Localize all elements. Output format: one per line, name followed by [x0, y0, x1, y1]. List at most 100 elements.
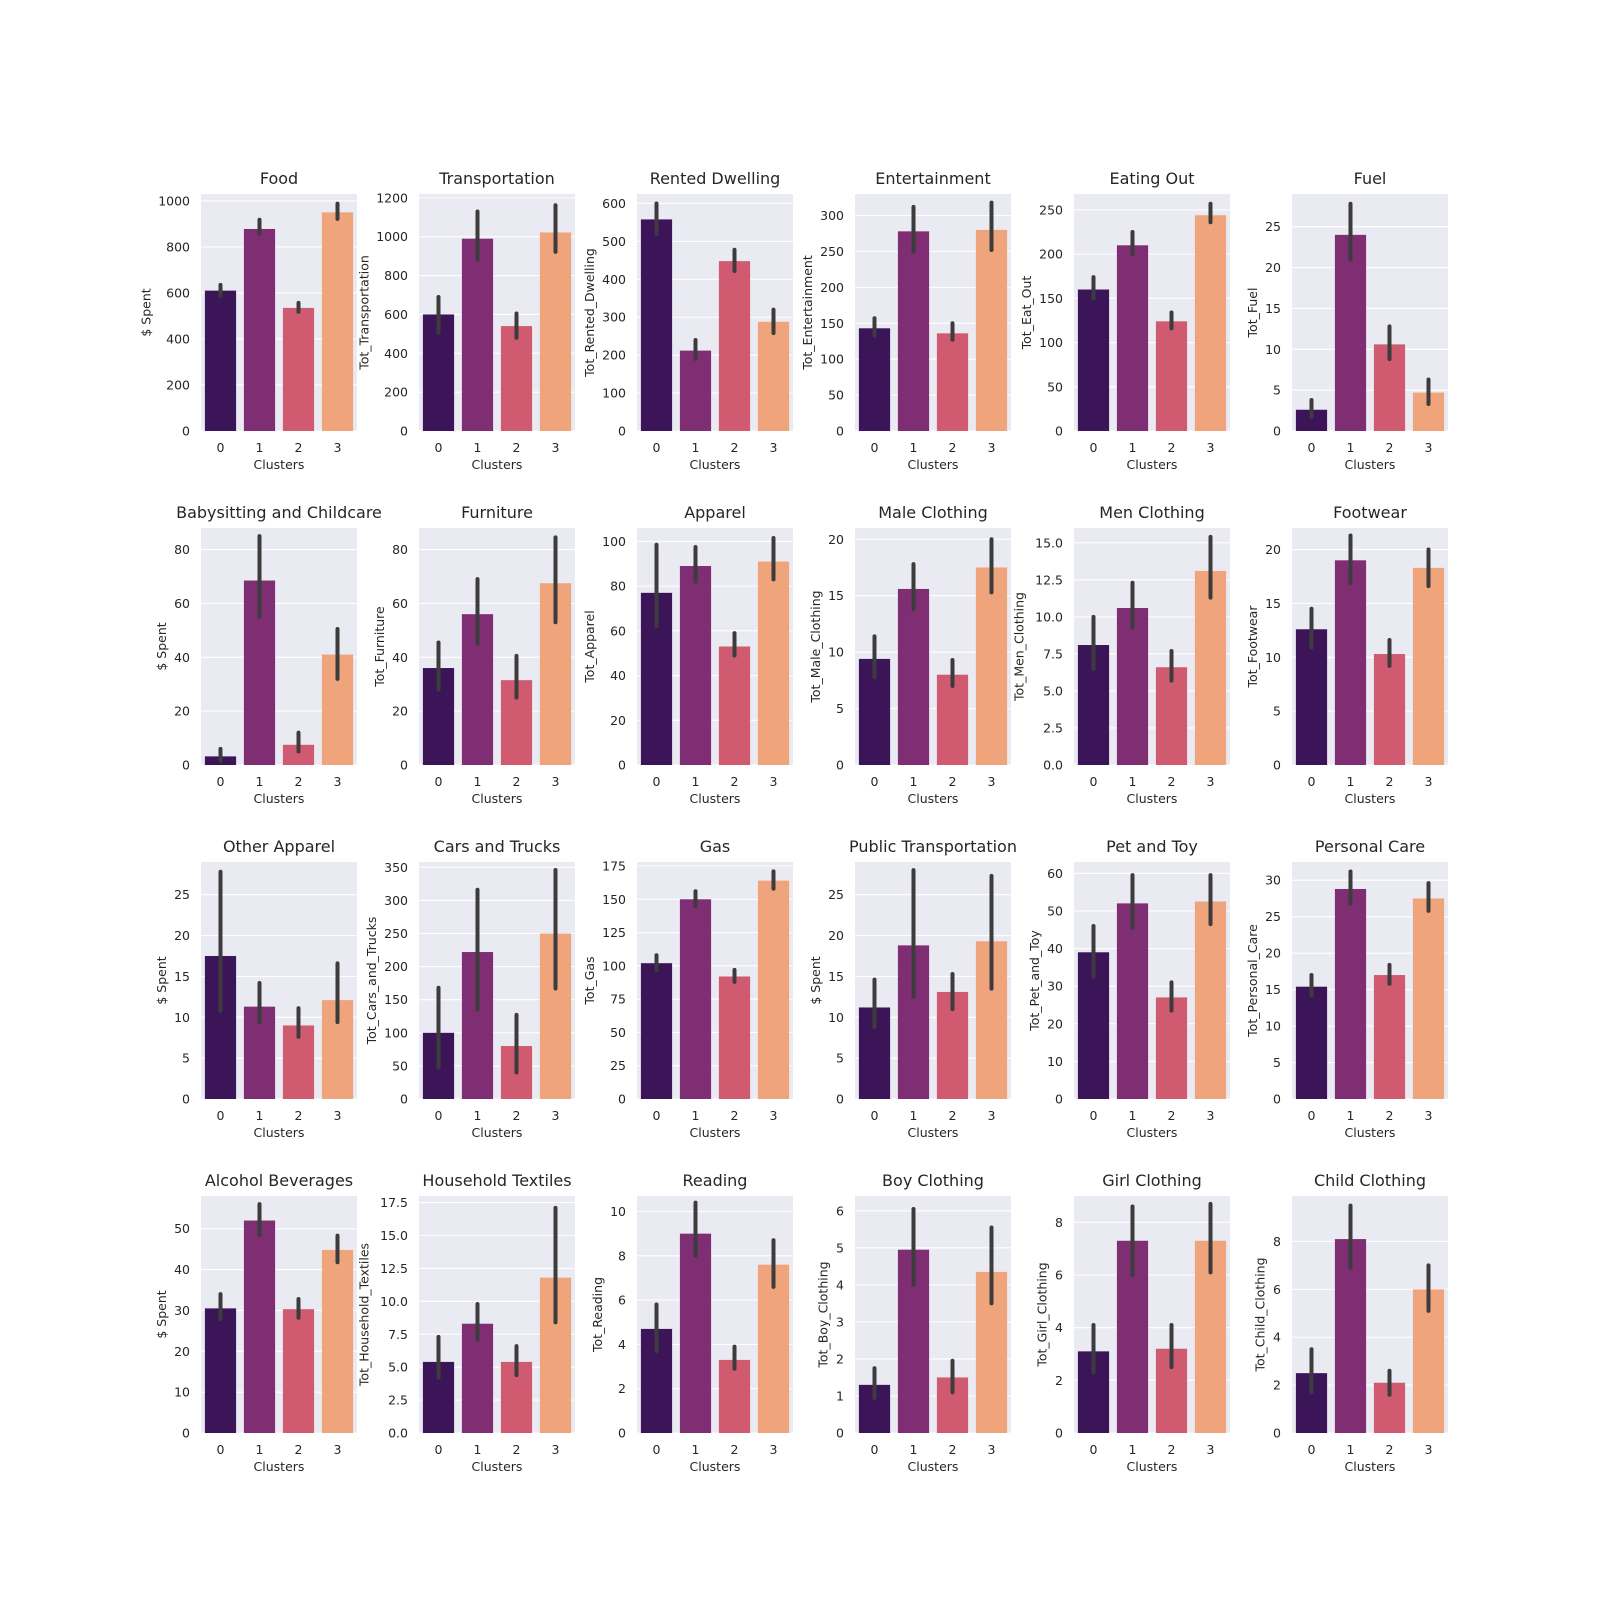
- bar: [1334, 234, 1367, 431]
- y-tick-label: 80: [174, 542, 190, 557]
- bar: [757, 1264, 790, 1433]
- x-tick-label: 2: [731, 440, 739, 455]
- x-tick-label: 3: [334, 1108, 342, 1123]
- x-tick-label: 2: [731, 774, 739, 789]
- x-axis-label: Clusters: [1127, 1459, 1178, 1474]
- x-tick-label: 1: [474, 774, 482, 789]
- bar: [757, 321, 790, 431]
- x-tick-label: 2: [731, 1108, 739, 1123]
- x-tick-label: 3: [770, 774, 778, 789]
- bar: [321, 1249, 354, 1433]
- subplot: 0 200 400 600 800 1000 0 1 2 3 Clusters $ Spent Food: [139, 169, 357, 472]
- subplot: 0 2 4 6 8 10 0 1 2 3 Clusters Tot_Reading Reading: [590, 1171, 793, 1474]
- y-tick-label: 2: [1273, 1378, 1281, 1393]
- y-tick-label: 6: [1273, 1282, 1281, 1297]
- subplot-title: Cars and Trucks: [434, 837, 561, 856]
- subplot: 0 1 2 3 4 5 6 0 1 2 3 Clusters Tot_Boy_Clothing Boy C…: [815, 1171, 1011, 1474]
- bar: [1194, 570, 1227, 765]
- subplot: 0 10 20 30 40 50 0 1 2 3 Clusters $ Spent Alcohol Be…: [154, 1171, 357, 1474]
- x-tick-label: 0: [653, 440, 661, 455]
- y-tick-label: 40: [1047, 941, 1063, 956]
- y-tick-label: 175: [602, 858, 626, 873]
- x-tick-label: 1: [692, 1442, 700, 1457]
- x-tick-label: 3: [770, 1442, 778, 1457]
- bar: [1155, 997, 1188, 1099]
- x-tick-label: 0: [653, 1108, 661, 1123]
- bar: [897, 588, 930, 765]
- bar: [757, 880, 790, 1099]
- y-tick-label: 40: [174, 1262, 190, 1277]
- subplot-title: Boy Clothing: [882, 1171, 984, 1190]
- y-tick-label: 15.0: [1035, 535, 1063, 550]
- y-tick-label: 100: [1039, 335, 1063, 350]
- y-axis-label: Tot_Cars_and_Trucks: [364, 917, 379, 1046]
- subplot-title: Eating Out: [1109, 169, 1194, 188]
- y-tick-label: 300: [602, 310, 626, 325]
- y-tick-label: 100: [602, 958, 626, 973]
- bar: [679, 899, 712, 1099]
- y-tick-label: 25: [174, 887, 190, 902]
- x-tick-label: 0: [435, 774, 443, 789]
- x-tick-label: 1: [1129, 440, 1137, 455]
- y-tick-label: 0: [400, 1092, 408, 1107]
- y-tick-label: 2.5: [1043, 720, 1063, 735]
- y-tick-label: 125: [602, 925, 626, 940]
- y-tick-label: 30: [1047, 979, 1063, 994]
- y-tick-label: 4: [836, 1277, 844, 1292]
- y-tick-label: 5.0: [388, 1360, 408, 1375]
- y-axis-label: Tot_Personal_Care: [1245, 924, 1260, 1038]
- y-tick-label: 0: [400, 424, 408, 439]
- x-tick-label: 2: [1386, 774, 1394, 789]
- y-tick-label: 60: [392, 596, 408, 611]
- subplot: 0 20 40 60 80 100 0 1 2 3 Clusters Tot_Apparel Appar…: [582, 503, 793, 806]
- bar: [1116, 903, 1149, 1099]
- y-tick-label: 0: [1273, 1092, 1281, 1107]
- x-tick-label: 0: [871, 1108, 879, 1123]
- y-tick-label: 250: [820, 244, 844, 259]
- y-tick-label: 4: [618, 1337, 626, 1352]
- x-tick-label: 2: [949, 774, 957, 789]
- bar: [718, 1359, 751, 1433]
- x-tick-label: 0: [1308, 774, 1316, 789]
- bar: [679, 1233, 712, 1433]
- x-tick-label: 0: [1090, 774, 1098, 789]
- y-tick-label: 0: [1055, 1092, 1063, 1107]
- x-tick-label: 3: [1207, 440, 1215, 455]
- y-tick-label: 0: [1055, 1426, 1063, 1441]
- y-tick-label: 5: [836, 1051, 844, 1066]
- subplot-title: Apparel: [684, 503, 746, 522]
- x-tick-label: 3: [988, 440, 996, 455]
- bar: [640, 219, 673, 431]
- x-tick-label: 1: [910, 774, 918, 789]
- y-tick-label: 25: [828, 887, 844, 902]
- bar: [1077, 289, 1110, 431]
- x-tick-label: 0: [871, 1442, 879, 1457]
- y-tick-label: 1200: [376, 190, 408, 205]
- x-tick-label: 2: [295, 440, 303, 455]
- subplot: 0 5 10 15 20 0 1 2 3 Clusters Tot_Male_Clothing Mal…: [808, 503, 1011, 806]
- bar: [936, 674, 969, 765]
- y-tick-label: 5: [836, 701, 844, 716]
- subplot-title: Child Clothing: [1314, 1171, 1426, 1190]
- y-tick-label: 0: [618, 424, 626, 439]
- bar: [1373, 975, 1406, 1099]
- y-tick-label: 10: [828, 645, 844, 660]
- bar: [1334, 888, 1367, 1099]
- y-tick-label: 400: [602, 272, 626, 287]
- x-tick-label: 2: [1168, 1442, 1176, 1457]
- y-tick-label: 150: [384, 992, 408, 1007]
- x-tick-label: 0: [1308, 1442, 1316, 1457]
- y-tick-label: 150: [820, 316, 844, 331]
- y-tick-label: 15: [828, 588, 844, 603]
- y-tick-label: 15: [1265, 301, 1281, 316]
- y-tick-label: 1: [836, 1388, 844, 1403]
- subplot-title: Food: [260, 169, 298, 188]
- y-tick-label: 0: [836, 1426, 844, 1441]
- y-axis-label: $ Spent: [154, 622, 169, 670]
- bar: [282, 307, 315, 431]
- x-tick-label: 3: [1207, 774, 1215, 789]
- x-tick-label: 0: [871, 440, 879, 455]
- y-tick-label: 20: [174, 928, 190, 943]
- x-tick-label: 3: [770, 1108, 778, 1123]
- y-tick-label: 350: [384, 860, 408, 875]
